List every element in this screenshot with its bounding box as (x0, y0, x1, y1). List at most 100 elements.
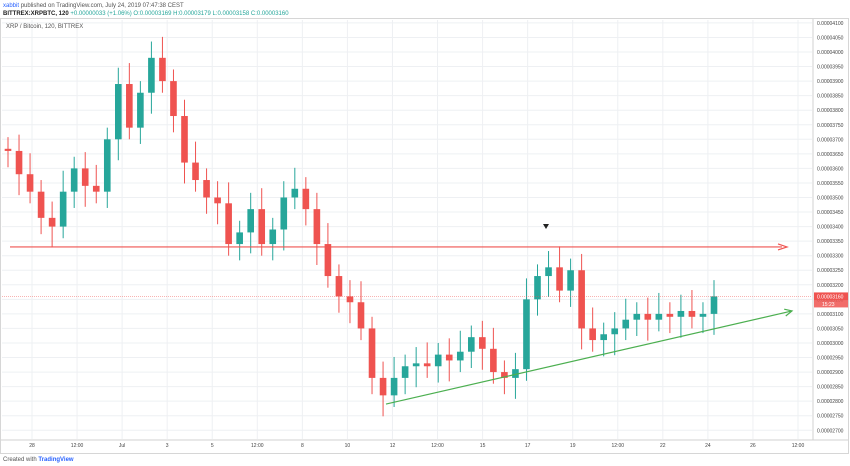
candle-body[interactable] (214, 197, 221, 204)
candle-body[interactable] (710, 296, 718, 314)
candle-body[interactable] (468, 337, 475, 352)
x-tick-label: 22 (660, 443, 666, 449)
markers (543, 224, 549, 229)
candle-body[interactable] (48, 217, 56, 227)
candle-body[interactable] (170, 81, 177, 117)
candle-body[interactable] (103, 139, 111, 192)
y-tick-label: 0.00002700 (817, 428, 844, 434)
y-tick-label: 0.00003050 (817, 326, 844, 332)
candle-body[interactable] (423, 363, 431, 367)
candle-body[interactable] (578, 270, 585, 329)
candle-body[interactable] (192, 162, 199, 181)
published-info: published on TradingView.com, July 24, 2… (20, 3, 184, 9)
candle-body[interactable] (390, 377, 398, 396)
candle-body[interactable] (490, 348, 497, 373)
candle-body[interactable] (26, 174, 34, 192)
x-tick-label: 12:00 (71, 443, 84, 449)
x-tick-label: 12 (390, 443, 396, 449)
x-tick-label: 19 (570, 443, 576, 449)
x-tick-label: 12:00 (431, 443, 444, 449)
candle-body[interactable] (445, 354, 453, 361)
candle-body[interactable] (688, 310, 696, 317)
candle-body[interactable] (92, 185, 100, 192)
candle-body[interactable] (324, 244, 332, 277)
candle-body[interactable] (148, 57, 155, 93)
y-tick-label: 0.00003200 (817, 283, 844, 289)
candle-body[interactable] (401, 366, 409, 378)
candle-body[interactable] (600, 334, 607, 341)
candle-body[interactable] (346, 296, 354, 303)
candle-body[interactable] (335, 276, 343, 297)
candle-body[interactable] (379, 377, 387, 396)
candle-body[interactable] (644, 313, 652, 320)
candle-body[interactable] (15, 150, 23, 175)
footer: Created with TradingView (3, 456, 74, 465)
y-tick-label: 0.00003800 (817, 108, 844, 114)
candle-body[interactable] (434, 354, 442, 367)
candle-body[interactable] (523, 299, 530, 370)
candle-body[interactable] (4, 148, 12, 151)
candle-body[interactable] (236, 232, 243, 245)
candle-body[interactable] (479, 337, 486, 349)
candle-body[interactable] (589, 328, 596, 341)
candle-body[interactable] (534, 276, 541, 300)
candle-body[interactable] (225, 203, 232, 245)
candle-body[interactable] (545, 267, 552, 277)
candle-body[interactable] (677, 310, 685, 317)
y-tick-label: 0.00003650 (817, 152, 844, 158)
candle-body[interactable] (258, 209, 266, 245)
current-price-label-bg (814, 292, 848, 301)
candle-body[interactable] (512, 369, 519, 378)
support-trendline[interactable] (385, 310, 793, 405)
change-label: +0.00000033 (+1.06%) (70, 11, 132, 17)
candle-body[interactable] (368, 328, 376, 378)
candle-body[interactable] (280, 197, 288, 230)
y-tick-label: 0.00003700 (817, 137, 844, 143)
candle-body[interactable] (622, 319, 630, 329)
candle-body[interactable] (357, 302, 365, 329)
candle-body[interactable] (567, 270, 574, 291)
candle-body[interactable] (666, 313, 674, 317)
candle-body[interactable] (203, 180, 210, 198)
footer-prefix: Created with (3, 457, 37, 463)
candle-body[interactable] (70, 168, 78, 192)
y-tick-label: 0.00002850 (817, 385, 844, 391)
candle-body[interactable] (456, 351, 464, 361)
tradingview-logo[interactable]: TradingView (38, 457, 74, 463)
candle-body[interactable] (699, 313, 707, 317)
y-tick-label: 0.00003550 (817, 181, 844, 187)
x-tick-label: 10 (345, 443, 351, 449)
candle-body[interactable] (59, 191, 67, 227)
y-tick-label: 0.00003450 (817, 210, 844, 216)
y-tick-label: 0.00002950 (817, 356, 844, 362)
y-tick-label: 0.00004000 (817, 50, 844, 56)
candle-body[interactable] (137, 92, 144, 128)
candle-body[interactable] (291, 188, 299, 198)
candle-body[interactable] (556, 267, 563, 291)
author-name[interactable]: xabbit (3, 3, 20, 9)
y-tick-label: 0.00003400 (817, 225, 844, 231)
candle-body[interactable] (269, 229, 277, 245)
candle-body[interactable] (633, 313, 641, 320)
candle-body[interactable] (181, 116, 188, 163)
candle-body[interactable] (302, 188, 310, 210)
candle-body[interactable] (37, 191, 45, 218)
candle-body[interactable] (313, 209, 321, 245)
candle-body[interactable] (412, 363, 420, 367)
candle-body[interactable] (611, 328, 619, 335)
candle-body[interactable] (159, 57, 166, 82)
candle-body[interactable] (126, 84, 133, 128)
candle-body[interactable] (247, 209, 254, 233)
candle-body[interactable] (655, 313, 663, 320)
chart-title: XRP / Bitcoin, 120, BITTREX (6, 24, 83, 30)
countdown-label: 15:23 (822, 302, 835, 308)
chart-header: xabbit published on TradingView.com, Jul… (3, 2, 184, 10)
annotation-lines (2, 243, 812, 405)
y-tick-label: 0.00004050 (817, 35, 844, 41)
y-tick-label: 0.00002750 (817, 414, 844, 420)
candle-body[interactable] (501, 372, 508, 378)
candle-body[interactable] (115, 84, 122, 140)
x-tick-label: 17 (525, 443, 531, 449)
candle-body[interactable] (81, 168, 89, 186)
